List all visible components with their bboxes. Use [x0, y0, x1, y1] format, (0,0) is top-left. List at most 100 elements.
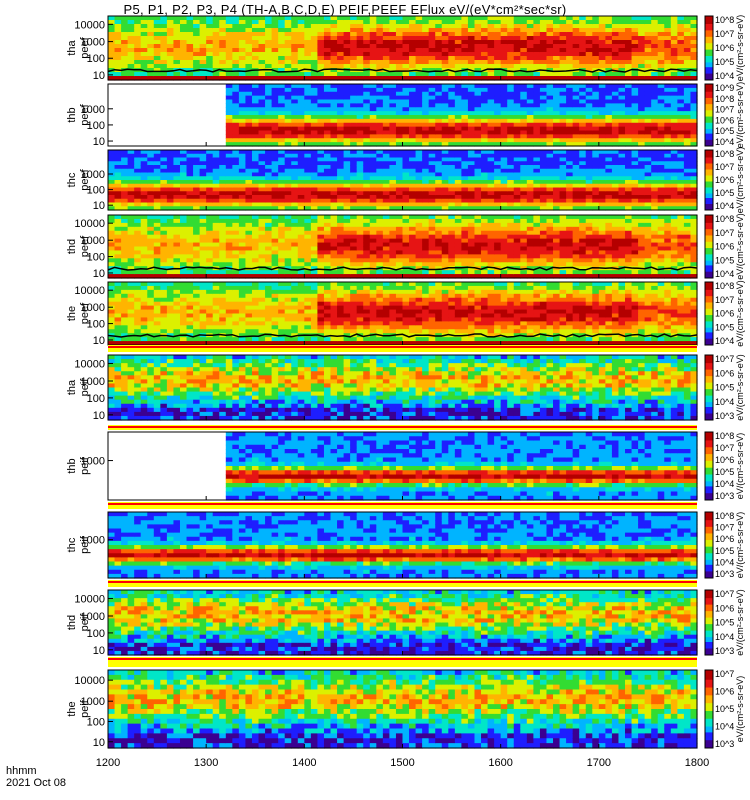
heatmap-cell: [265, 107, 273, 112]
heatmap-cell: [395, 187, 404, 192]
heatmap-cell: [212, 32, 220, 37]
heatmap-cell: [179, 234, 188, 240]
heatmap-cell: [330, 48, 338, 53]
heatmap-cell: [467, 176, 476, 181]
heatmap-cell: [114, 161, 122, 166]
heatmap-cell: [160, 20, 168, 25]
heatmap-cell: [507, 40, 515, 45]
heatmap-cell: [664, 72, 672, 77]
heatmap-cell: [160, 180, 168, 185]
heatmap-cell: [690, 52, 698, 57]
heatmap-cell: [402, 76, 410, 81]
heatmap-cell: [369, 76, 377, 81]
heatmap-cell: [454, 52, 462, 57]
heatmap-cell: [572, 20, 580, 25]
heatmap-cell: [487, 122, 495, 128]
heatmap-cell: [343, 103, 351, 108]
heatmap-cell: [219, 24, 227, 29]
heatmap-cell: [513, 176, 521, 181]
heatmap-cell: [389, 157, 397, 162]
heatmap-cell: [605, 165, 613, 170]
heatmap-cell: [494, 206, 502, 211]
heatmap-cell: [258, 84, 266, 89]
heatmap-cell: [631, 64, 639, 69]
heatmap-cell: [317, 230, 325, 236]
colorbar-segment: [705, 48, 713, 51]
heatmap-cell: [409, 24, 417, 29]
heatmap-cell: [179, 215, 188, 220]
heatmap-cell: [664, 176, 672, 181]
heatmap-cell: [258, 270, 266, 275]
heatmap-cell: [533, 165, 541, 170]
heatmap-cell: [343, 134, 351, 139]
heatmap-cell: [147, 198, 155, 204]
heatmap-cell: [664, 153, 672, 159]
heatmap-cell: [343, 72, 351, 77]
heatmap-cell: [258, 172, 266, 177]
heatmap-cell: [153, 183, 161, 189]
heatmap-cell: [350, 118, 358, 124]
heatmap-cell: [363, 254, 371, 259]
heatmap-cell: [356, 254, 364, 259]
heatmap-cell: [644, 56, 652, 61]
heatmap-cell: [546, 198, 554, 204]
heatmap-cell: [415, 24, 423, 29]
heatmap-cell: [657, 99, 665, 104]
heatmap-cell: [664, 172, 672, 177]
heatmap-cell: [199, 183, 207, 189]
heatmap-cell: [284, 153, 292, 159]
heatmap-cell: [284, 187, 292, 192]
heatmap-cell: [415, 72, 423, 77]
heatmap-cell: [278, 20, 286, 25]
heatmap-cell: [422, 16, 430, 21]
heatmap-cell: [494, 161, 502, 166]
heatmap-cell: [291, 153, 299, 159]
heatmap-cell: [206, 20, 214, 25]
heatmap-cell: [428, 180, 436, 185]
heatmap-cell: [553, 28, 561, 33]
heatmap-cell: [677, 91, 685, 97]
heatmap-cell: [369, 60, 377, 65]
heatmap-cell: [566, 150, 574, 155]
heatmap-cell: [356, 130, 364, 135]
heatmap-cell: [343, 262, 351, 267]
heatmap-cell: [461, 115, 469, 120]
heatmap-cell: [461, 126, 469, 132]
heatmap-cell: [179, 172, 188, 177]
colorbar-segment: [705, 78, 713, 81]
heatmap-cell: [644, 107, 652, 112]
heatmap-cell: [598, 191, 606, 196]
heatmap-cell: [258, 202, 266, 207]
heatmap-cell: [585, 24, 593, 29]
heatmap-cell: [507, 28, 515, 33]
heatmap-cell: [598, 111, 606, 116]
heatmap-cell: [566, 198, 574, 204]
heatmap-cell: [284, 262, 292, 267]
heatmap-cell: [343, 36, 351, 41]
heatmap-cell: [566, 87, 574, 93]
heatmap-cell: [251, 91, 260, 97]
heatmap-cell: [559, 28, 567, 33]
heatmap-cell: [487, 52, 495, 57]
heatmap-cell: [605, 134, 613, 139]
heatmap-cell: [160, 172, 168, 177]
heatmap-cell: [245, 242, 253, 248]
heatmap-cell: [611, 95, 620, 101]
heatmap-cell: [121, 153, 129, 159]
heatmap-cell: [304, 56, 312, 61]
heatmap-cell: [297, 266, 305, 271]
heatmap-cell: [219, 52, 227, 57]
heatmap-cell: [225, 103, 233, 108]
heatmap-cell: [127, 195, 135, 200]
colorbar-segment: [705, 133, 713, 136]
heatmap-cell: [225, 250, 233, 255]
heatmap-cell: [251, 52, 260, 57]
heatmap-cell: [297, 270, 305, 275]
heatmap-cell: [382, 40, 391, 45]
heatmap-cell: [592, 153, 600, 159]
heatmap-cell: [382, 126, 391, 132]
heatmap-cell: [454, 64, 462, 69]
heatmap-cell: [683, 187, 692, 192]
heatmap-cell: [212, 161, 220, 166]
heatmap-cell: [657, 195, 665, 200]
